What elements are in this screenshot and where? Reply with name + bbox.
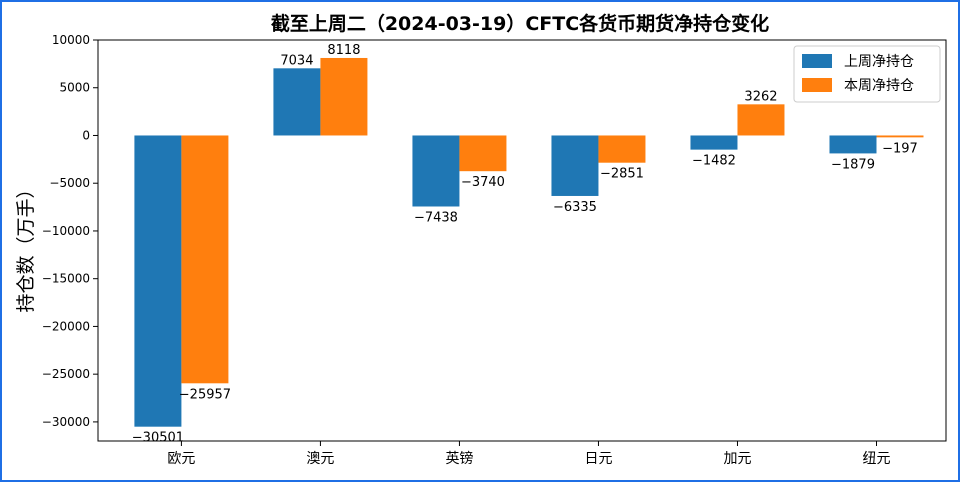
bar-last-week (829, 135, 877, 154)
data-labels-group: −30501 −25957 7034 8118 −7438 −3740 −6335 −2851… (132, 43, 918, 446)
x-tick-label: 加元 (723, 451, 751, 467)
bar-last-week (134, 135, 182, 427)
data-label: 8118 (327, 43, 360, 58)
x-tick-label: 澳元 (306, 451, 334, 467)
data-label: −25957 (179, 387, 231, 402)
bar-this-week (876, 135, 924, 138)
bar-last-week (551, 135, 599, 196)
bar-last-week (690, 135, 738, 150)
chart-title: 截至上周二（2024-03-19）CFTC各货币期货净持仓变化 (271, 12, 769, 35)
legend-swatch (802, 54, 832, 68)
y-axis-label: 持仓数（万手） (15, 179, 37, 312)
data-label: −3740 (461, 175, 505, 190)
data-label: −197 (882, 141, 918, 156)
x-tick-label: 英镑 (445, 450, 473, 467)
bar-this-week (320, 57, 368, 136)
data-label: −7438 (414, 210, 458, 225)
legend-entry: 上周净持仓 (844, 54, 914, 70)
data-label: 3262 (744, 89, 777, 104)
bar-this-week (737, 104, 785, 136)
x-tick-label: 日元 (584, 451, 612, 467)
data-label: 7034 (280, 53, 313, 68)
bars-group (134, 57, 924, 427)
legend-entry: 本周净持仓 (844, 78, 914, 94)
y-tick-label: 0 (82, 128, 90, 142)
y-tick-label: −20000 (42, 319, 90, 333)
bar-this-week (459, 135, 507, 172)
x-tick-label: 纽元 (862, 451, 890, 467)
data-label: −30501 (132, 431, 184, 446)
data-label: −1879 (831, 157, 875, 172)
y-tick-label: −5000 (49, 176, 90, 190)
plot-area (97, 39, 947, 442)
y-tick-label: −10000 (42, 224, 90, 238)
y-tick-label: 10000 (52, 33, 90, 47)
bar-this-week (598, 135, 646, 163)
data-label: −6335 (553, 200, 597, 215)
y-tick-label: −30000 (42, 415, 90, 429)
y-axis: 10000 5000 0 −5000 −10000 −15000 −20000 −25000 −… (42, 33, 98, 429)
bar-this-week (181, 135, 229, 384)
x-tick-label: 欧元 (167, 451, 195, 467)
y-tick-label: −25000 (42, 367, 90, 381)
bar-last-week (273, 68, 321, 136)
y-tick-label: 5000 (59, 81, 90, 95)
data-label: −1482 (692, 154, 736, 169)
bar-last-week (412, 135, 460, 207)
x-axis: 欧元 澳元 英镑 日元 加元 纽元 (167, 441, 890, 467)
legend-swatch (802, 78, 832, 92)
y-tick-label: −15000 (42, 272, 90, 286)
data-label: −2851 (600, 167, 644, 182)
